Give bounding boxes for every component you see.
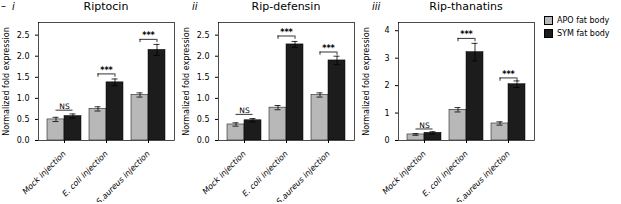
svg-text:NS: NS bbox=[239, 106, 250, 115]
svg-text:1.5: 1.5 bbox=[17, 73, 30, 82]
svg-text:S.aureus injection: S.aureus injection bbox=[275, 149, 332, 202]
svg-text:NS: NS bbox=[59, 102, 70, 111]
svg-text:1: 1 bbox=[384, 109, 389, 118]
svg-text:0.0: 0.0 bbox=[197, 136, 210, 145]
svg-text:***: *** bbox=[100, 66, 113, 75]
svg-text:***: *** bbox=[280, 28, 293, 37]
html-text:Rip-defensin: Rip-defensin bbox=[251, 0, 321, 13]
html-text:i: i bbox=[12, 1, 15, 12]
svg-text:***: *** bbox=[460, 30, 473, 39]
html-text:Riptocin: Riptocin bbox=[83, 0, 129, 13]
svg-text:S.aureus injection: S.aureus injection bbox=[95, 149, 152, 202]
svg-text:2.0: 2.0 bbox=[17, 52, 30, 61]
svg-text:2.5: 2.5 bbox=[17, 31, 30, 40]
svg-text:1.0: 1.0 bbox=[17, 94, 30, 103]
svg-text:0.5: 0.5 bbox=[197, 115, 210, 124]
svg-text:1.5: 1.5 bbox=[197, 73, 210, 82]
svg-text:***: *** bbox=[502, 70, 515, 79]
svg-text:0.5: 0.5 bbox=[17, 115, 30, 124]
svg-text:3: 3 bbox=[384, 54, 389, 63]
svg-text:4: 4 bbox=[384, 26, 389, 35]
svg-text:1.0: 1.0 bbox=[197, 94, 210, 103]
svg-text:2.5: 2.5 bbox=[197, 31, 210, 40]
html-text:Rip-thanatins: Rip-thanatins bbox=[429, 0, 503, 13]
svg-text:Normalized fold expression: Normalized fold expression bbox=[182, 27, 191, 136]
html-text:ii: ii bbox=[192, 1, 198, 12]
svg-text:0.0: 0.0 bbox=[17, 136, 30, 145]
svg-text:2: 2 bbox=[384, 81, 389, 90]
html-text:iii: iii bbox=[372, 1, 381, 12]
svg-text:E. coli injection: E. coli injection bbox=[240, 149, 290, 199]
svg-text:***: *** bbox=[142, 31, 155, 40]
svg-text:***: *** bbox=[322, 44, 335, 53]
svg-text:E. coli injection: E. coli injection bbox=[420, 149, 470, 199]
svg-text:S.aureus injection: S.aureus injection bbox=[455, 149, 512, 202]
svg-text:NS: NS bbox=[419, 121, 430, 130]
svg-text:Mock injection: Mock injection bbox=[381, 149, 428, 196]
svg-text:2.0: 2.0 bbox=[197, 52, 210, 61]
html-text:APO fat body: APO fat body bbox=[557, 16, 610, 25]
html-text:SYM fat body: SYM fat body bbox=[557, 29, 610, 38]
svg-text:Normalized fold expression: Normalized fold expression bbox=[2, 27, 11, 136]
svg-text:Mock injection: Mock injection bbox=[21, 149, 68, 196]
svg-text:Mock injection: Mock injection bbox=[201, 149, 248, 196]
svg-text:0: 0 bbox=[384, 136, 389, 145]
svg-text:E. coli injection: E. coli injection bbox=[60, 149, 110, 199]
svg-text:Normalized fold expression: Normalized fold expression bbox=[362, 27, 371, 136]
